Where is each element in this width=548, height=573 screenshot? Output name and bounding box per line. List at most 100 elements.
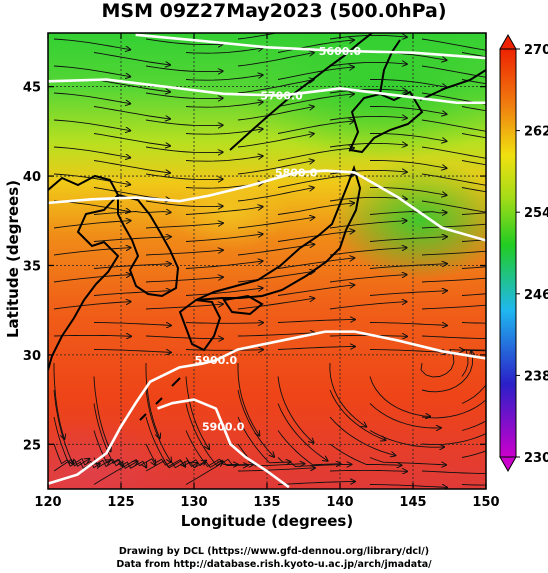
wind-streamline [277,285,354,296]
wind-streamline [237,298,314,310]
wind-streamline [237,134,314,148]
y-tick-label: 40 [23,170,41,185]
wind-streamline [185,207,263,215]
wind-streamline [461,484,486,486]
colorbar-tick-label: 262 [524,125,548,140]
wind-streamline [145,200,223,207]
wind-streamline [421,335,486,340]
wind-streamline [277,121,354,134]
wind-streamline [145,92,223,99]
wind-streamline [237,468,315,472]
wind-streamline [461,52,486,58]
wind-streamline [329,89,407,93]
grid-lines [48,33,486,489]
wind-streamline [185,288,263,296]
colorbar-scale [499,48,517,458]
wind-streamline [277,67,354,80]
wind-streamline [53,92,130,104]
x-axis-label: Longitude (degrees) [180,512,354,530]
wind-streamline [329,362,366,427]
x-tick-label: 140 [326,495,353,510]
wind-streamline [237,80,314,94]
wind-streamline [93,457,146,469]
wind-streamline [237,53,314,67]
wind-streamline [277,376,314,443]
x-tick-label: 145 [399,495,426,510]
wind-streamline [461,239,486,242]
wind-streamline [277,231,354,242]
wind-streamline [145,173,223,180]
wind-streamline [237,363,259,436]
wind-streamline [421,65,486,78]
contour-label: 5700.0 [260,90,303,103]
wind-streamline [277,94,354,107]
wind-streamline [369,349,447,353]
wind-streamline [53,275,131,283]
wind-streamline [461,420,486,431]
wind-streamline [145,304,223,310]
wind-streamline [461,106,486,112]
contour-label: 5900.0 [202,420,245,433]
cold-region-east [330,160,486,280]
wind-streamline [53,416,89,467]
wind-streamline [93,133,170,146]
wind-streamline [53,248,131,256]
x-tick-label: 125 [107,495,134,510]
wind-streamline [329,470,407,471]
wind-streamline [369,457,446,465]
wind-streamline [145,335,223,339]
wind-streamline [237,217,314,229]
wind-streamline [421,92,486,105]
wind-streamline [329,389,386,440]
wind-streamline [277,347,355,350]
wind-streamline [53,363,64,439]
x-tick-label: 120 [34,495,61,510]
colorbar-max-triangle [499,33,517,50]
wind-streamline [93,106,170,119]
wind-streamline [93,458,155,485]
wind-streamline [237,389,274,457]
wind-streamline [53,119,130,131]
wind-streamline [277,403,328,461]
x-tick-label: 150 [472,495,499,510]
wind-streamline [329,275,407,283]
wind-streamline [329,116,407,120]
wind-streamline [237,443,304,466]
wind-streamline [421,173,486,186]
wind-streamline [185,48,263,54]
wind-streamline [145,416,185,469]
y-tick-label: 25 [23,438,41,453]
wind-streamline [53,221,131,229]
streamlines [53,33,486,488]
height-contour-line [48,330,486,485]
wind-streamline [185,457,248,468]
wind-streamline [277,482,355,485]
colorbar-tick-label: 270 [524,43,548,58]
wind-streamline [369,159,447,168]
wind-streamline [185,458,253,485]
wind-streamline [461,212,486,215]
wind-streamline [461,349,486,377]
wind-streamline [53,443,100,468]
warm-region-center [170,170,290,250]
wind-streamline [369,403,441,429]
y-axis: 25 30 35 40 45 [23,81,486,453]
wind-streamline [277,203,354,215]
wind-streamline [145,389,171,462]
wind-streamline [329,416,395,456]
wind-streamline [93,79,170,92]
wind-streamline [461,383,486,404]
wind-streamline [93,160,170,173]
wind-streamline [145,119,223,126]
colorbar-tick-label: 246 [524,288,548,303]
wind-streamline [421,119,486,132]
wind-streamline [421,200,486,213]
height-contour-line [135,33,486,60]
wind-streamline [421,38,486,51]
hokkaido [348,90,424,154]
wind-streamline [369,237,447,242]
wind-streamline [185,403,223,466]
wind-streamline [329,443,402,465]
wind-streamline [421,277,486,283]
